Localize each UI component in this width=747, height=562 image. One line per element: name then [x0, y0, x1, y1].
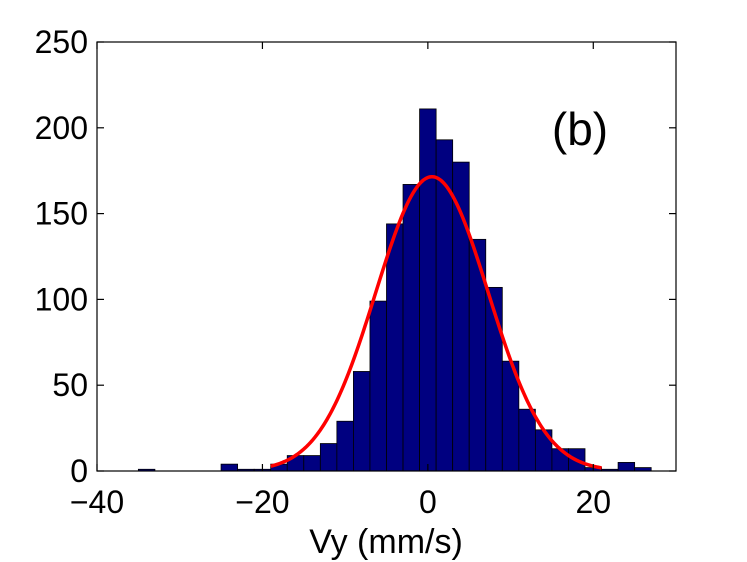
- histogram-bar: [303, 455, 321, 472]
- histogram-bar: [419, 108, 437, 472]
- x-tick-label: 20: [575, 484, 611, 520]
- y-tick-labels: 0 50 100 150 200 250: [35, 24, 88, 489]
- histogram-bar: [452, 161, 470, 472]
- y-tick-label: 150: [35, 196, 88, 232]
- histogram-bar: [336, 420, 354, 472]
- x-axis-label: Vy (mm/s): [309, 523, 463, 561]
- x-tick-labels: −40 −20 0 20: [70, 484, 611, 520]
- x-tick-label: 0: [419, 484, 437, 520]
- x-tick-label: −40: [70, 484, 124, 520]
- x-tick-label: −20: [235, 484, 289, 520]
- y-tick-label: 50: [52, 367, 88, 403]
- plot-frame: [96, 41, 677, 472]
- y-tick-label: 200: [35, 110, 88, 146]
- y-tick-label: 100: [35, 281, 88, 317]
- panel-annotation: (b): [552, 103, 608, 155]
- histogram-bar: [386, 223, 404, 472]
- histogram-bar: [402, 184, 420, 472]
- histogram-bar: [353, 371, 371, 472]
- histogram-bar: [319, 443, 338, 472]
- histogram-bars: [137, 108, 652, 472]
- y-tick-label: 0: [70, 453, 88, 489]
- histogram-bar: [369, 300, 387, 472]
- histogram-bar: [518, 408, 536, 472]
- axis-ticks: [96, 41, 676, 472]
- y-tick-label: 250: [35, 24, 88, 60]
- gaussian-fit-curve: [270, 174, 602, 470]
- histogram-bar: [617, 462, 636, 472]
- histogram-bar: [220, 463, 239, 472]
